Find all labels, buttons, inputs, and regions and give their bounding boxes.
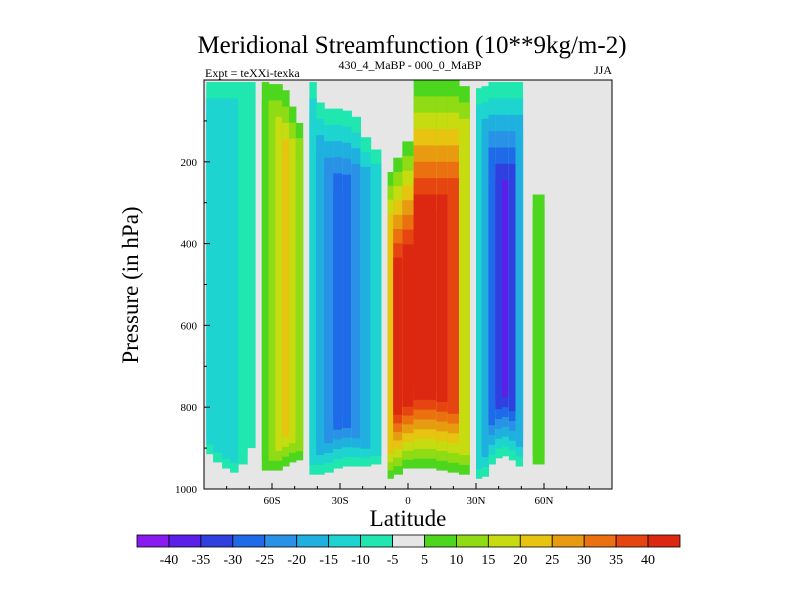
contour-band [206,114,214,435]
contour-band [481,135,490,448]
colorbar-swatch [551,534,585,548]
colorbar-swatch [456,534,489,548]
contour-band [402,259,415,398]
contour-band [295,153,304,443]
contour-band [230,114,239,454]
contour-band [238,98,248,455]
contour-band [309,114,317,456]
contour-band [261,98,270,461]
contour-band [502,196,510,388]
contour-band [282,155,290,428]
contour-band [247,82,256,449]
contour-band [508,163,517,412]
contour-band [222,114,231,449]
colorbar-label: -15 [319,553,338,568]
contour-band [515,131,524,438]
contour-plot-area [204,80,612,489]
colorbar-label: 20 [513,553,527,568]
contour-band [289,154,297,434]
contour-band [333,189,343,420]
colorbar-label: -20 [287,553,306,568]
colorbar-label: 10 [449,553,463,568]
colorbar-label: -30 [223,553,242,568]
plot-frame [203,79,613,490]
experiment-label: Expt = teXXi-texka [205,66,300,80]
colorbar-swatch [360,534,393,548]
colorbar-label: -25 [255,553,274,568]
contour-band [275,133,283,442]
colorbar-swatch [264,534,298,548]
colorbar-swatch [328,534,361,548]
contour-band [387,227,394,446]
colorbar-label: -10 [351,553,370,568]
y-tick-label: 1000 [175,484,198,496]
x-axis-ticks: 60S 30S 0 30N 60N [226,483,590,507]
chart-title: Meridional Streamfunction (10**9kg/m-2) [197,32,626,59]
colorbar-swatch [615,534,649,548]
contour-band [351,179,361,429]
contour-band [213,114,223,443]
x-tick-label: 30S [331,495,348,507]
contour-band [370,163,382,456]
y-tick-label: 200 [181,157,198,169]
contour-band [436,210,449,393]
period-difference-label: 430_4_MaBP - 000_0_MaBP [339,58,482,72]
contour-band [459,135,470,446]
contour-band [342,190,352,419]
contour-band [268,116,276,451]
contour-band [476,120,483,460]
colorbar-label: 35 [609,553,623,568]
colorbar-swatch [296,534,330,548]
contour-band [495,180,503,400]
x-axis-title: Latitude [370,506,447,531]
colorbar-swatch [647,534,681,548]
colorbar-swatch [583,534,617,548]
colorbar-swatch [136,534,170,548]
colorbar-label: -35 [192,553,211,568]
contour-band [488,163,496,416]
colorbar-swatch [392,534,425,548]
colorbar-label: 25 [545,553,559,568]
colorbar-swatch [519,534,553,548]
x-tick-label: 0 [405,495,411,507]
contour-band [324,174,334,434]
y-tick-label: 800 [181,402,198,414]
colorbar-label: 40 [641,553,655,568]
contour-band [425,210,437,391]
colorbar-labels: -40 -35 -30 -25 -20 -15 -10 -5 5 10 15 20 25 30 35 40 [160,553,655,568]
contour-band [413,210,426,391]
colorbar-swatch [487,534,521,548]
x-tick-label: 30N [467,495,486,507]
y-tick-label: 600 [181,320,198,332]
colorbar [136,534,681,548]
season-label: JJA [594,63,612,77]
colorbar-swatch [232,534,266,548]
colorbar-label: 30 [577,553,591,568]
colorbar-label: 5 [421,553,428,568]
contour-band [532,206,545,458]
colorbar-swatch [168,534,202,548]
colorbar-label: 15 [481,553,495,568]
colorbar-label: -5 [387,553,399,568]
contour-band [360,166,372,449]
contour-band [316,151,325,446]
contour-band [447,194,460,404]
x-tick-label: 60N [535,495,554,507]
colorbar-swatch [424,534,457,548]
colorbar-swatch [200,534,234,548]
y-tick-label: 400 [181,239,198,251]
colorbar-label: -40 [160,553,179,568]
contour-band [393,271,403,407]
x-tick-label: 60S [263,495,280,507]
y-axis-title: Pressure (in hPa) [118,206,143,363]
